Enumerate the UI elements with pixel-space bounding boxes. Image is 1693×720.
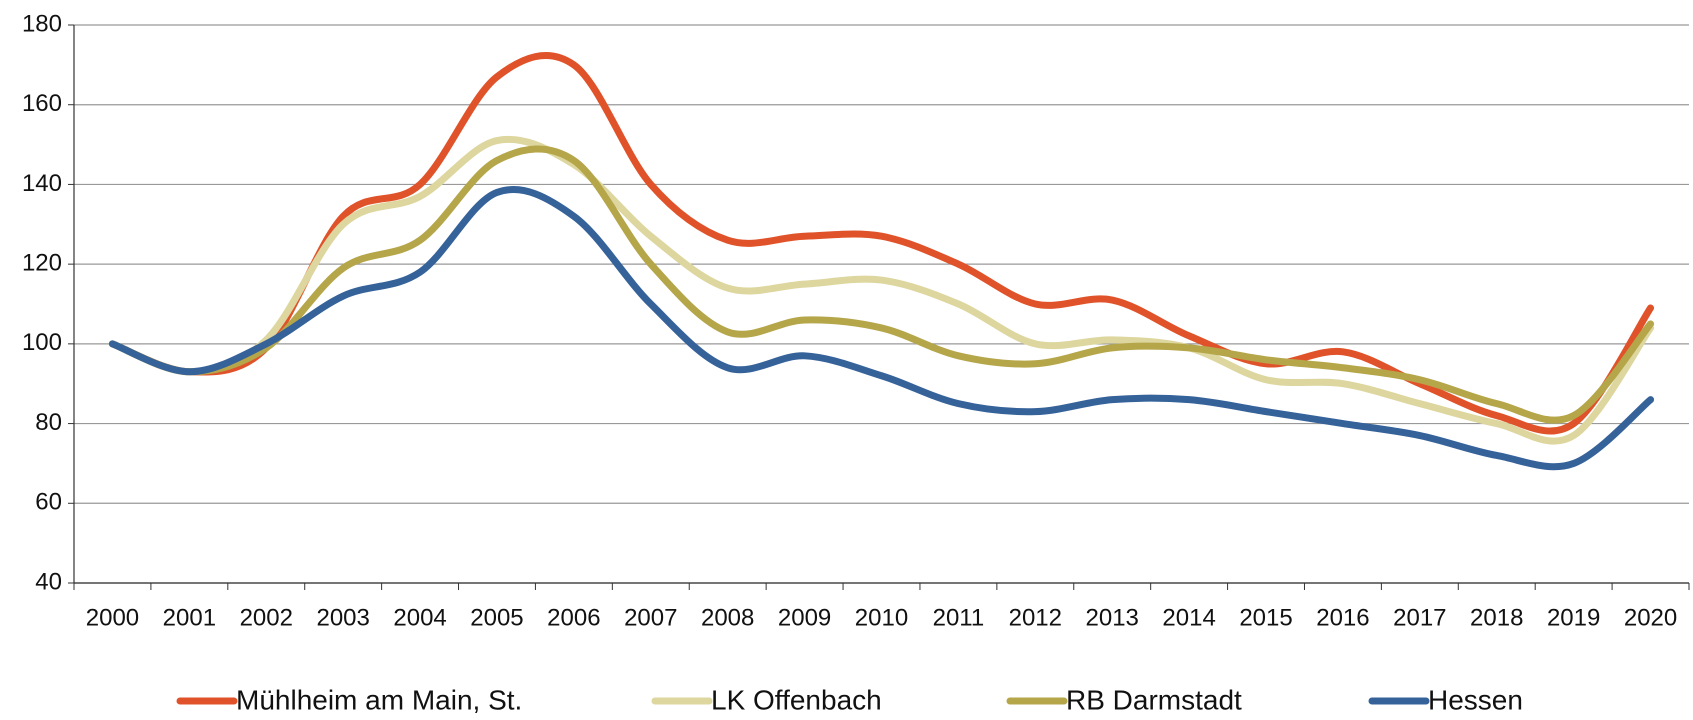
x-tick-label: 2010	[855, 604, 908, 631]
y-tick-label: 180	[22, 10, 62, 37]
x-tick-label: 2000	[86, 604, 139, 631]
legend-label: Hessen	[1428, 684, 1523, 715]
y-tick-label: 160	[22, 90, 62, 117]
x-tick-label: 2016	[1316, 604, 1369, 631]
y-tick-label: 80	[35, 409, 62, 436]
legend-label: RB Darmstadt	[1066, 684, 1242, 715]
x-tick-label: 2001	[163, 604, 216, 631]
x-tick-label: 2012	[1009, 604, 1062, 631]
x-tick-label: 2019	[1547, 604, 1600, 631]
line-series	[108, 145, 1655, 424]
x-tick-label: 2007	[624, 604, 677, 631]
x-tick-label: 2009	[778, 604, 831, 631]
legend-label: LK Offenbach	[711, 684, 882, 715]
x-tick-label: 2008	[701, 604, 754, 631]
x-tick-label: 2011	[933, 604, 985, 631]
x-tick-label: 2004	[393, 604, 446, 631]
y-tick-label: 40	[35, 568, 62, 595]
y-tick-label: 120	[22, 249, 62, 276]
x-tick-label: 2018	[1470, 604, 1523, 631]
x-tick-label: 2020	[1624, 604, 1677, 631]
x-tick-label: 2015	[1239, 604, 1292, 631]
x-tick-label: 2002	[240, 604, 293, 631]
y-tick-label: 140	[22, 170, 62, 197]
line-series	[108, 186, 1655, 471]
x-tick-label: 2017	[1393, 604, 1446, 631]
x-tick-label: 2013	[1086, 604, 1139, 631]
x-tick-label: 2005	[470, 604, 523, 631]
y-tick-label: 60	[35, 489, 62, 516]
y-tick-label: 100	[22, 329, 62, 356]
x-tick-label: 2006	[547, 604, 600, 631]
legend-label: Mühlheim am Main, St.	[236, 684, 522, 715]
x-tick-label: 2014	[1162, 604, 1215, 631]
x-tick-label: 2003	[316, 604, 369, 631]
line-series	[108, 136, 1655, 445]
